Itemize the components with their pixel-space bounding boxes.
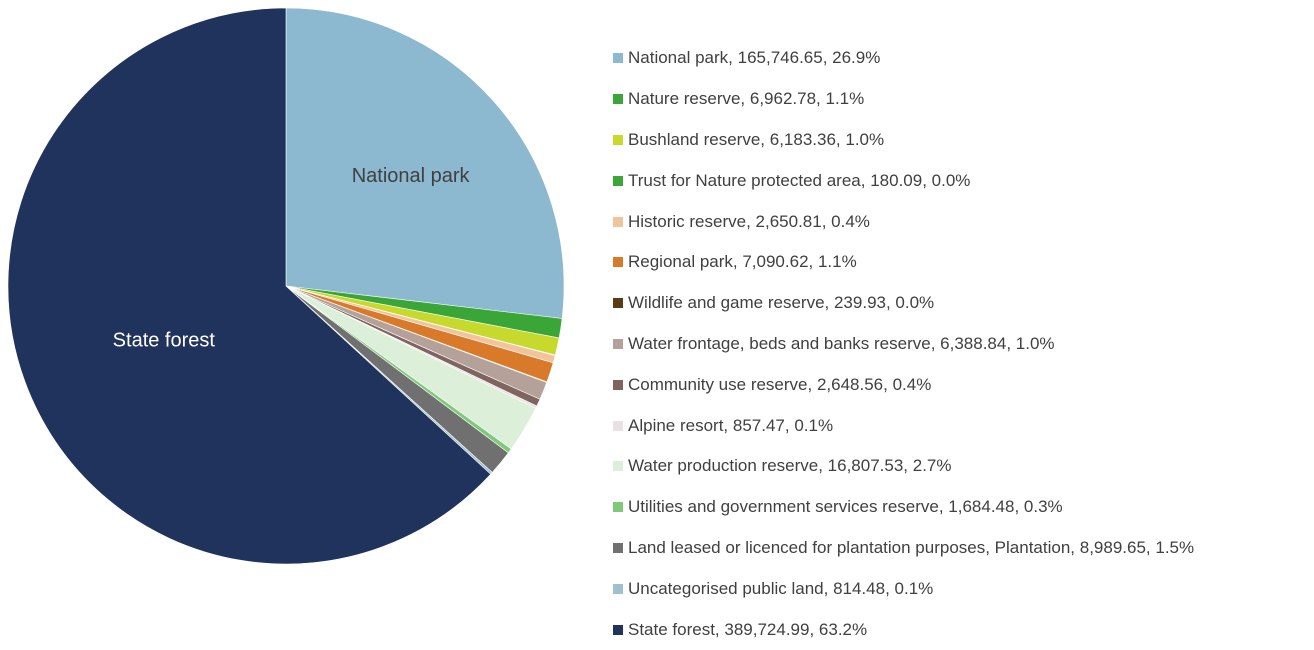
legend-label: Nature reserve, 6,962.78, 1.1% [628, 89, 865, 109]
legend-item-land-leased-or-licenced-for-plantation-purposes-plantation: Land leased or licenced for plantation p… [613, 528, 1194, 569]
legend-item-trust-for-nature-protected-area: Trust for Nature protected area, 180.09,… [613, 160, 1194, 201]
pie-slice-national-park [285, 7, 565, 319]
pie-chart: National park State forest [7, 7, 565, 565]
legend-swatch [613, 257, 623, 268]
legend-item-uncategorised-public-land: Uncategorised public land, 814.48, 0.1% [613, 568, 1194, 609]
legend-label: Regional park, 7,090.62, 1.1% [628, 252, 857, 272]
legend-swatch [613, 134, 623, 145]
pie-slice-state-forest [7, 7, 492, 565]
legend-item-water-frontage-beds-and-banks-reserve: Water frontage, beds and banks reserve, … [613, 324, 1194, 365]
legend-item-alpine-resort: Alpine resort, 857.47, 0.1% [613, 405, 1194, 446]
legend-swatch [613, 216, 623, 227]
legend-item-historic-reserve: Historic reserve, 2,650.81, 0.4% [613, 201, 1194, 242]
legend-label: Uncategorised public land, 814.48, 0.1% [628, 578, 934, 598]
slice-label-state-forest: State forest [113, 330, 216, 352]
legend-label: Wildlife and game reserve, 239.93, 0.0% [628, 293, 935, 313]
slice-label-national-park: National park [352, 165, 471, 187]
legend-item-utilities-and-government-services-reserve: Utilities and government services reserv… [613, 487, 1194, 528]
legend-label: Historic reserve, 2,650.81, 0.4% [628, 211, 870, 231]
legend-swatch [613, 624, 623, 635]
legend-swatch [613, 53, 623, 64]
legend-item-nature-reserve: Nature reserve, 6,962.78, 1.1% [613, 79, 1194, 120]
legend-swatch [613, 379, 623, 390]
legend-item-community-use-reserve: Community use reserve, 2,648.56, 0.4% [613, 364, 1194, 405]
legend-label: Bushland reserve, 6,183.36, 1.0% [628, 129, 885, 149]
legend-item-water-production-reserve: Water production reserve, 16,807.53, 2.7… [613, 446, 1194, 487]
legend-item-national-park: National park, 165,746.65, 26.9% [613, 38, 1194, 79]
legend-item-bushland-reserve: Bushland reserve, 6,183.36, 1.0% [613, 120, 1194, 161]
legend-label: Trust for Nature protected area, 180.09,… [628, 170, 971, 190]
legend-swatch [613, 583, 623, 594]
legend-label: State forest, 389,724.99, 63.2% [628, 619, 868, 639]
legend-label: Water frontage, beds and banks reserve, … [628, 333, 1055, 353]
legend-swatch [613, 94, 623, 105]
legend-item-regional-park: Regional park, 7,090.62, 1.1% [613, 242, 1194, 283]
legend-swatch [613, 175, 623, 186]
legend-item-state-forest: State forest, 389,724.99, 63.2% [613, 609, 1194, 650]
legend-label: National park, 165,746.65, 26.9% [628, 48, 881, 68]
legend-swatch [613, 502, 623, 513]
legend-swatch [613, 461, 623, 472]
chart-legend: National park, 165,746.65, 26.9% Nature r… [613, 38, 1194, 650]
legend-label: Land leased or licenced for plantation p… [628, 537, 1195, 557]
legend-item-wildlife-and-game-reserve: Wildlife and game reserve, 239.93, 0.0% [613, 283, 1194, 324]
legend-swatch [613, 420, 623, 431]
legend-label: Community use reserve, 2,648.56, 0.4% [628, 374, 932, 394]
legend-swatch [613, 338, 623, 349]
legend-label: Utilities and government services reserv… [628, 497, 1063, 517]
legend-label: Water production reserve, 16,807.53, 2.7… [628, 456, 952, 476]
legend-label: Alpine resort, 857.47, 0.1% [628, 415, 834, 435]
legend-swatch [613, 542, 623, 553]
legend-swatch [613, 298, 623, 309]
